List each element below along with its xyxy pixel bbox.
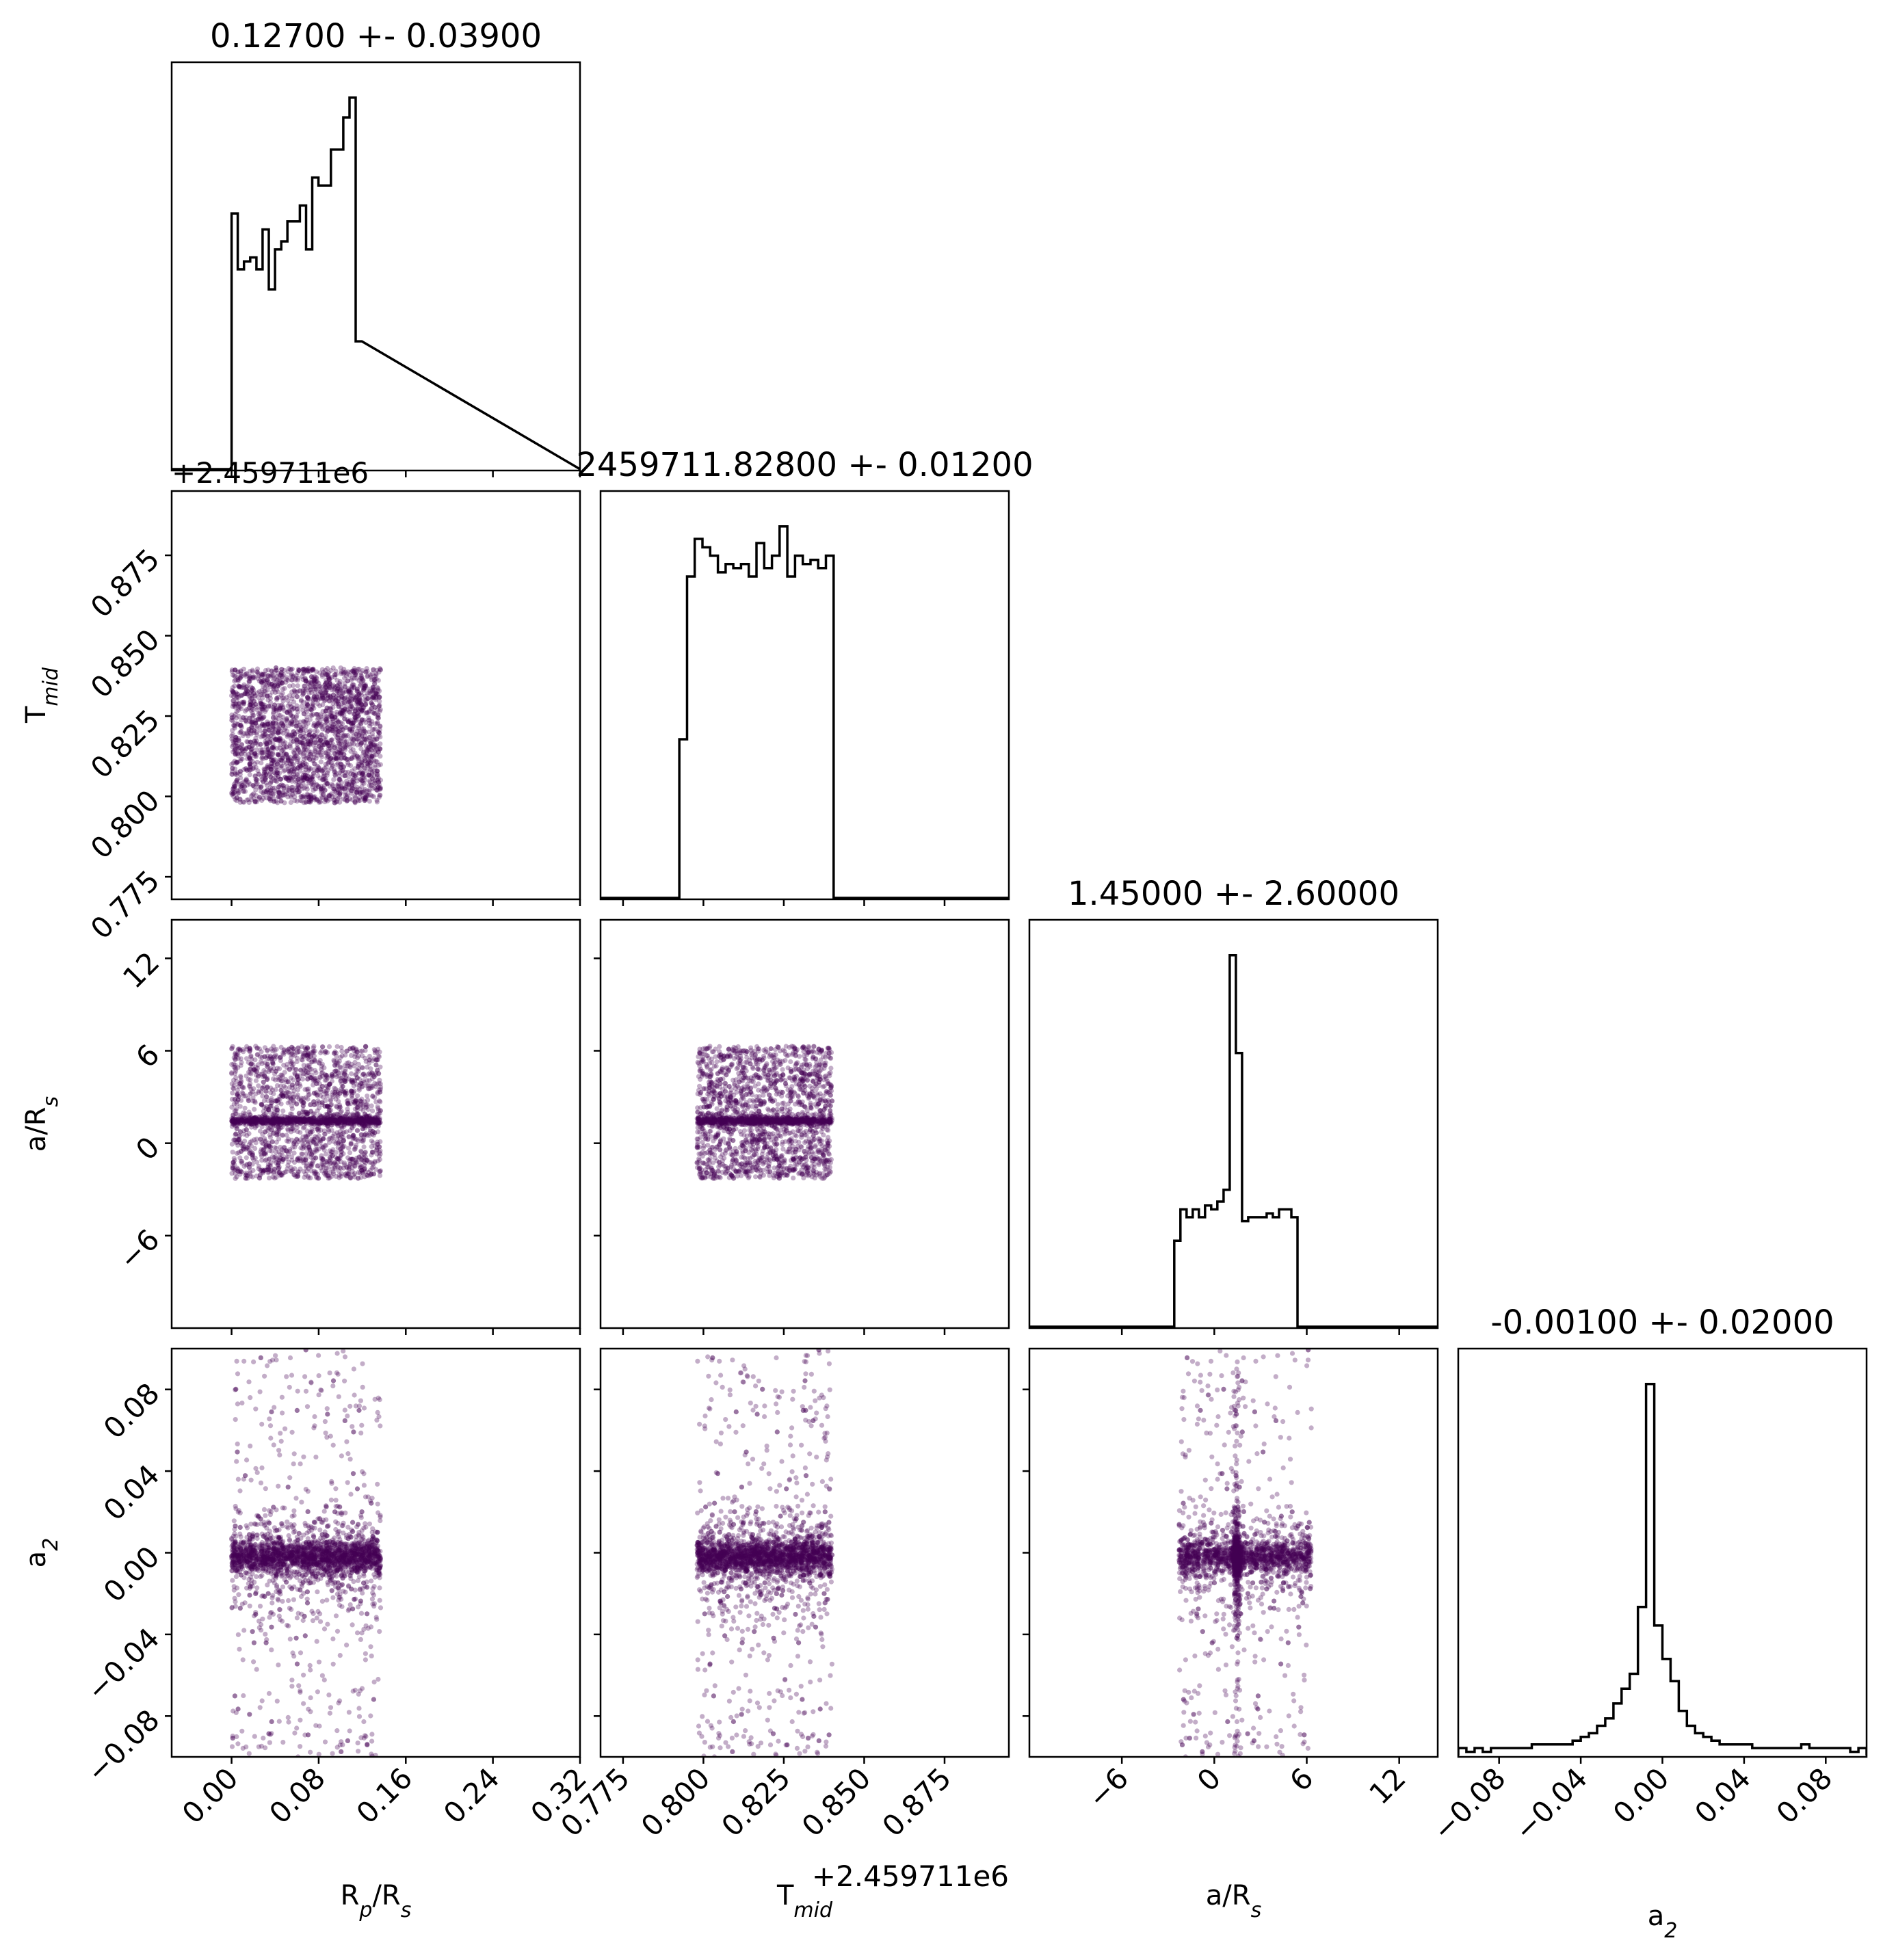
ytick-label-a2: 0.08 bbox=[97, 1377, 166, 1446]
xtick-label-rp: 0.08 bbox=[263, 1761, 332, 1830]
xtick-label-a2: 0.00 bbox=[1607, 1761, 1676, 1830]
offset-text-left: +2.459711e6 bbox=[172, 456, 369, 490]
ytick-label-tmid: 0.825 bbox=[84, 703, 166, 785]
scatter-rp-ars bbox=[229, 1044, 384, 1181]
ylabel-tmid: Tmid bbox=[21, 667, 63, 724]
panel-a2-a2: -0.00100 +- 0.02000 bbox=[1457, 1303, 1868, 1764]
panel-ars-a2 bbox=[1023, 1347, 1439, 1764]
scatter-tmid-a2 bbox=[694, 1349, 835, 1757]
panel-rp-ars bbox=[165, 918, 581, 1335]
panel-rp-a2 bbox=[165, 1347, 581, 1764]
xtick-label-ars: −6 bbox=[1081, 1761, 1135, 1814]
xtick-label-tmid: 0.875 bbox=[875, 1761, 958, 1843]
ytick-label-tmid: 0.800 bbox=[84, 783, 166, 865]
ytick-label-a2: 0.04 bbox=[97, 1458, 166, 1527]
panel-frame bbox=[170, 490, 581, 901]
panel-frame bbox=[1457, 1347, 1868, 1758]
panel-ars-ars: 1.45000 +- 2.60000 bbox=[1028, 875, 1439, 1335]
ytick-label-ars: 6 bbox=[129, 1037, 166, 1074]
ytick-label-ars: 12 bbox=[116, 945, 166, 994]
title-ars: 1.45000 +- 2.60000 bbox=[1068, 875, 1399, 913]
panel-tmid-ars bbox=[594, 918, 1010, 1335]
xlabel-tmid: Tmid bbox=[776, 1880, 833, 1922]
xtick-label-a2: −0.04 bbox=[1508, 1761, 1594, 1847]
ytick-label-a2: 0.00 bbox=[97, 1539, 166, 1608]
xtick-label-a2: 0.08 bbox=[1770, 1761, 1839, 1830]
histogram-rp bbox=[172, 96, 580, 471]
xlabel-ars: a/Rs bbox=[1206, 1880, 1261, 1922]
ytick-label-tmid: 0.850 bbox=[84, 622, 166, 704]
xtick-label-a2: 0.04 bbox=[1688, 1761, 1757, 1830]
xtick-label-rp: 0.16 bbox=[350, 1761, 419, 1830]
xtick-label-ars: 6 bbox=[1283, 1761, 1320, 1798]
ytick-label-tmid: 0.775 bbox=[84, 864, 166, 946]
xlabel-rp: Rp/Rs bbox=[341, 1880, 412, 1922]
xtick-label-ars: 12 bbox=[1362, 1761, 1412, 1810]
ytick-label-a2: −0.04 bbox=[80, 1621, 166, 1708]
histogram-a2 bbox=[1458, 1382, 1867, 1756]
ytick-label-ars: 0 bbox=[129, 1130, 166, 1167]
panel-frame bbox=[599, 918, 1010, 1329]
scatter-rp-a2 bbox=[229, 1349, 384, 1757]
histogram-tmid bbox=[601, 525, 1009, 899]
panel-tmid-tmid: 2459711.82800 +- 0.01200 bbox=[576, 446, 1033, 906]
xtick-label-a2: −0.08 bbox=[1426, 1761, 1512, 1847]
ytick-label-tmid: 0.875 bbox=[84, 542, 166, 624]
xtick-label-rp: 0.00 bbox=[176, 1761, 245, 1830]
xlabel-a2: a2 bbox=[1648, 1901, 1678, 1943]
xtick-label-tmid: 0.800 bbox=[635, 1761, 717, 1843]
offset-text-bottom: +2.459711e6 bbox=[812, 1859, 1009, 1893]
title-tmid: 2459711.82800 +- 0.01200 bbox=[576, 446, 1033, 484]
xtick-label-tmid: 0.825 bbox=[715, 1761, 797, 1843]
scatter-tmid-ars bbox=[694, 1044, 835, 1181]
ytick-label-a2: −0.08 bbox=[80, 1703, 166, 1789]
panel-rp-rp: 0.12700 +- 0.03900 bbox=[170, 17, 581, 477]
panel-rp-tmid bbox=[165, 490, 581, 906]
ylabel-ars: a/Rs bbox=[21, 1096, 63, 1152]
panel-tmid-a2 bbox=[594, 1347, 1010, 1764]
histogram-ars bbox=[1029, 953, 1438, 1328]
scatter-rp-tmid bbox=[229, 665, 384, 806]
title-rp: 0.12700 +- 0.03900 bbox=[210, 17, 542, 55]
xtick-label-ars: 0 bbox=[1191, 1761, 1228, 1798]
panel-frame bbox=[599, 490, 1010, 901]
ytick-label-ars: −6 bbox=[112, 1223, 166, 1276]
xtick-label-rp: 0.24 bbox=[437, 1761, 506, 1830]
title-a2: -0.00100 +- 0.02000 bbox=[1490, 1303, 1834, 1342]
panel-frame bbox=[170, 61, 581, 472]
ylabel-a2: a2 bbox=[21, 1538, 63, 1568]
panel-frame bbox=[1028, 918, 1439, 1329]
xtick-label-tmid: 0.850 bbox=[795, 1761, 878, 1843]
panel-frame bbox=[170, 918, 581, 1329]
scatter-ars-a2 bbox=[1176, 1349, 1314, 1757]
